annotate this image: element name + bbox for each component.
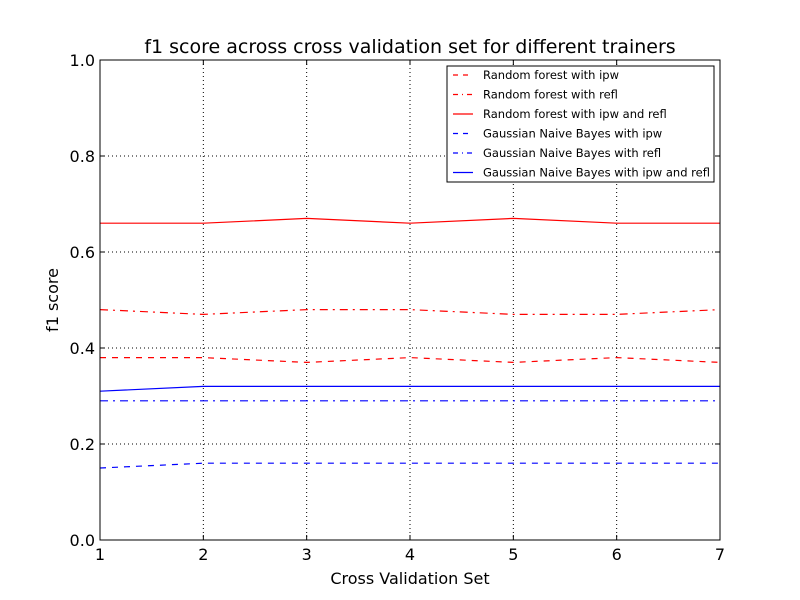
series-line-1: [99, 309, 721, 316]
y-tick-label: 0.6: [70, 243, 95, 262]
x-axis-label: Cross Validation Set: [330, 569, 489, 588]
legend-label: Gaussian Naive Bayes with refl: [483, 146, 661, 160]
series-lines: [99, 217, 721, 469]
x-tick-label: 6: [612, 545, 622, 564]
series-line-5: [99, 385, 720, 392]
x-tick-label: 3: [302, 545, 312, 564]
legend-label: Gaussian Naive Bayes with ipw: [483, 127, 662, 141]
legend-label: Random forest with ipw: [483, 68, 619, 82]
x-tick-label: 5: [508, 545, 518, 564]
y-tick-label: 0.4: [70, 339, 95, 358]
chart-title: f1 score across cross validation set for…: [144, 36, 675, 58]
x-tick-label: 4: [405, 545, 415, 564]
legend-label: Random forest with refl: [483, 88, 618, 102]
y-tick-label: 0.0: [70, 531, 95, 550]
y-tick-labels: 0.0 0.2 0.4 0.6 0.8 1.0: [70, 51, 95, 550]
y-tick-label: 0.2: [70, 435, 95, 454]
legend-box: [446, 65, 715, 183]
x-tick-label: 2: [198, 545, 208, 564]
legend-label: Random forest with ipw and refl: [483, 107, 667, 121]
series-line-2: [100, 217, 720, 224]
x-tick-labels: 1 2 3 4 5 6 7: [95, 545, 725, 564]
axis-ticks: [99, 59, 721, 541]
series-line-0: [100, 356, 721, 364]
series-line-3: [99, 462, 720, 469]
y-tick-label: 1.0: [70, 51, 95, 70]
x-tick-label: 1: [95, 545, 105, 564]
y-tick-label: 0.8: [70, 147, 95, 166]
legend-entries: Random forest with ipw Random forest with…: [453, 68, 710, 180]
x-tick-label: 7: [715, 545, 725, 564]
legend-label: Gaussian Naive Bayes with ipw and refl: [483, 166, 710, 180]
legend: Random forest with ipw Random forest with…: [446, 65, 715, 183]
y-axis-label: f1 score: [43, 268, 62, 332]
